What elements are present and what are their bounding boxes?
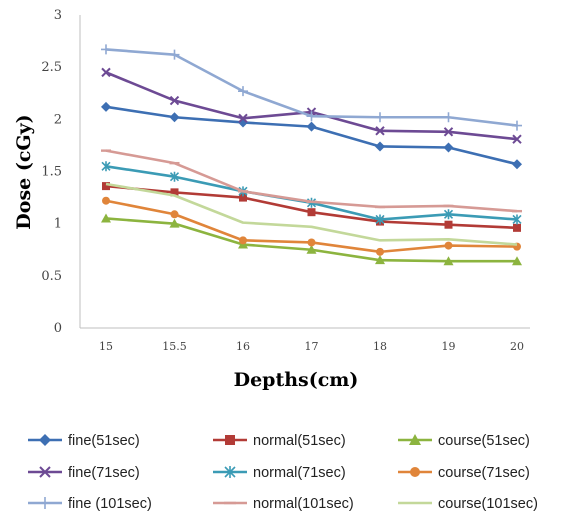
- data-point: [444, 220, 453, 229]
- data-point: [169, 95, 180, 106]
- data-point: [101, 67, 111, 78]
- data-point: [170, 188, 179, 197]
- data-point: [306, 121, 317, 132]
- x-tick-label: 16: [236, 340, 250, 353]
- data-point: [102, 182, 110, 191]
- series-8: [101, 149, 522, 213]
- legend-item: course(51sec): [398, 433, 530, 449]
- data-point: [239, 193, 247, 202]
- data-point: [169, 171, 180, 182]
- data-point: [443, 256, 454, 266]
- legend-label: course(51sec): [438, 433, 530, 449]
- y-axis-title: Dose (cGy): [13, 114, 35, 229]
- legend-swatch-marker: [224, 466, 236, 478]
- data-point: [375, 112, 385, 123]
- legend-label: fine (101sec): [68, 496, 152, 512]
- y-tick-label: 2.5: [41, 60, 62, 75]
- x-axis-title: Depths(cm): [234, 369, 359, 391]
- legend: fine(51sec) normal(51sec) course(51sec) fin…: [28, 433, 538, 512]
- data-point: [169, 49, 180, 60]
- data-point: [512, 214, 522, 225]
- series-line: [105, 182, 518, 246]
- legend-label: fine(71sec): [68, 465, 140, 481]
- legend-item: normal(51sec): [213, 433, 346, 449]
- data-point: [101, 101, 111, 112]
- series-9: [105, 182, 518, 246]
- data-point: [375, 126, 385, 136]
- data-point: [101, 44, 111, 55]
- legend-item: course(71sec): [398, 465, 530, 481]
- data-point: [513, 223, 521, 232]
- data-point: [170, 210, 179, 219]
- data-point: [375, 141, 385, 152]
- legend-item: normal(71sec): [213, 465, 346, 481]
- data-point: [512, 134, 522, 144]
- y-tick-label: 0: [54, 321, 62, 336]
- data-point: [306, 244, 317, 254]
- data-point: [101, 161, 111, 172]
- legend-label: fine(51sec): [68, 433, 140, 449]
- data-point: [307, 238, 316, 247]
- y-tick-label: 0.5: [41, 269, 62, 284]
- legend-swatch-marker: [225, 435, 235, 445]
- data-point: [375, 255, 385, 265]
- x-tick-label: 18: [373, 340, 387, 353]
- y-tick-label: 1: [54, 217, 62, 232]
- legend-item: course(101sec): [398, 496, 538, 512]
- data-point: [512, 159, 522, 170]
- y-tick-labels: 0 0.5 1 1.5 2 2.5 3: [41, 8, 62, 336]
- data-point: [307, 208, 316, 217]
- legend-swatch-marker: [39, 497, 51, 509]
- y-tick-label: 1.5: [41, 165, 62, 180]
- x-tick-label: 19: [442, 340, 456, 353]
- data-point: [443, 209, 454, 220]
- y-tick-label: 2: [54, 112, 62, 127]
- series-layer: [101, 44, 522, 266]
- x-tick-label: 15.5: [162, 340, 187, 353]
- data-point: [238, 86, 248, 97]
- legend-item: fine (101sec): [28, 496, 152, 512]
- y-tick-label: 3: [54, 8, 62, 23]
- data-point: [238, 113, 248, 123]
- legend-label: course(71sec): [438, 465, 530, 481]
- legend-item: fine(51sec): [28, 433, 140, 449]
- data-point: [512, 256, 522, 266]
- data-point: [239, 236, 247, 245]
- data-point: [443, 112, 454, 123]
- x-tick-label: 20: [510, 340, 524, 353]
- series-7: [101, 44, 522, 131]
- data-point: [169, 218, 180, 228]
- legend-label: normal(71sec): [253, 465, 346, 481]
- data-point: [376, 247, 384, 256]
- data-point: [444, 241, 453, 250]
- x-tick-label: 15: [99, 340, 113, 353]
- series-3: [101, 213, 522, 266]
- series-6: [102, 196, 521, 256]
- data-point: [375, 214, 385, 225]
- data-point: [443, 142, 454, 153]
- data-point: [443, 127, 454, 137]
- data-point: [512, 120, 522, 131]
- series-1: [101, 101, 522, 170]
- plot-area: 0 0.5 1 1.5 2 2.5 3 15 15.5 16 17 18 19 20: [41, 8, 530, 353]
- x-tick-labels: 15 15.5 16 17 18 19 20: [99, 340, 524, 353]
- legend-label: course(101sec): [438, 496, 538, 512]
- legend-label: normal(101sec): [253, 496, 354, 512]
- legend-swatch-marker: [39, 434, 51, 446]
- legend-item: normal(101sec): [213, 496, 354, 512]
- data-point: [102, 196, 110, 205]
- legend-label: normal(51sec): [253, 433, 346, 449]
- data-point: [306, 111, 317, 122]
- series-4: [101, 67, 522, 144]
- legend-swatch-marker: [409, 434, 421, 445]
- data-point: [101, 213, 111, 223]
- data-point: [169, 112, 180, 123]
- legend-item: fine(71sec): [28, 465, 140, 481]
- legend-swatch-marker: [39, 466, 51, 478]
- x-tick-label: 17: [305, 340, 319, 353]
- legend-swatch-marker: [410, 467, 420, 477]
